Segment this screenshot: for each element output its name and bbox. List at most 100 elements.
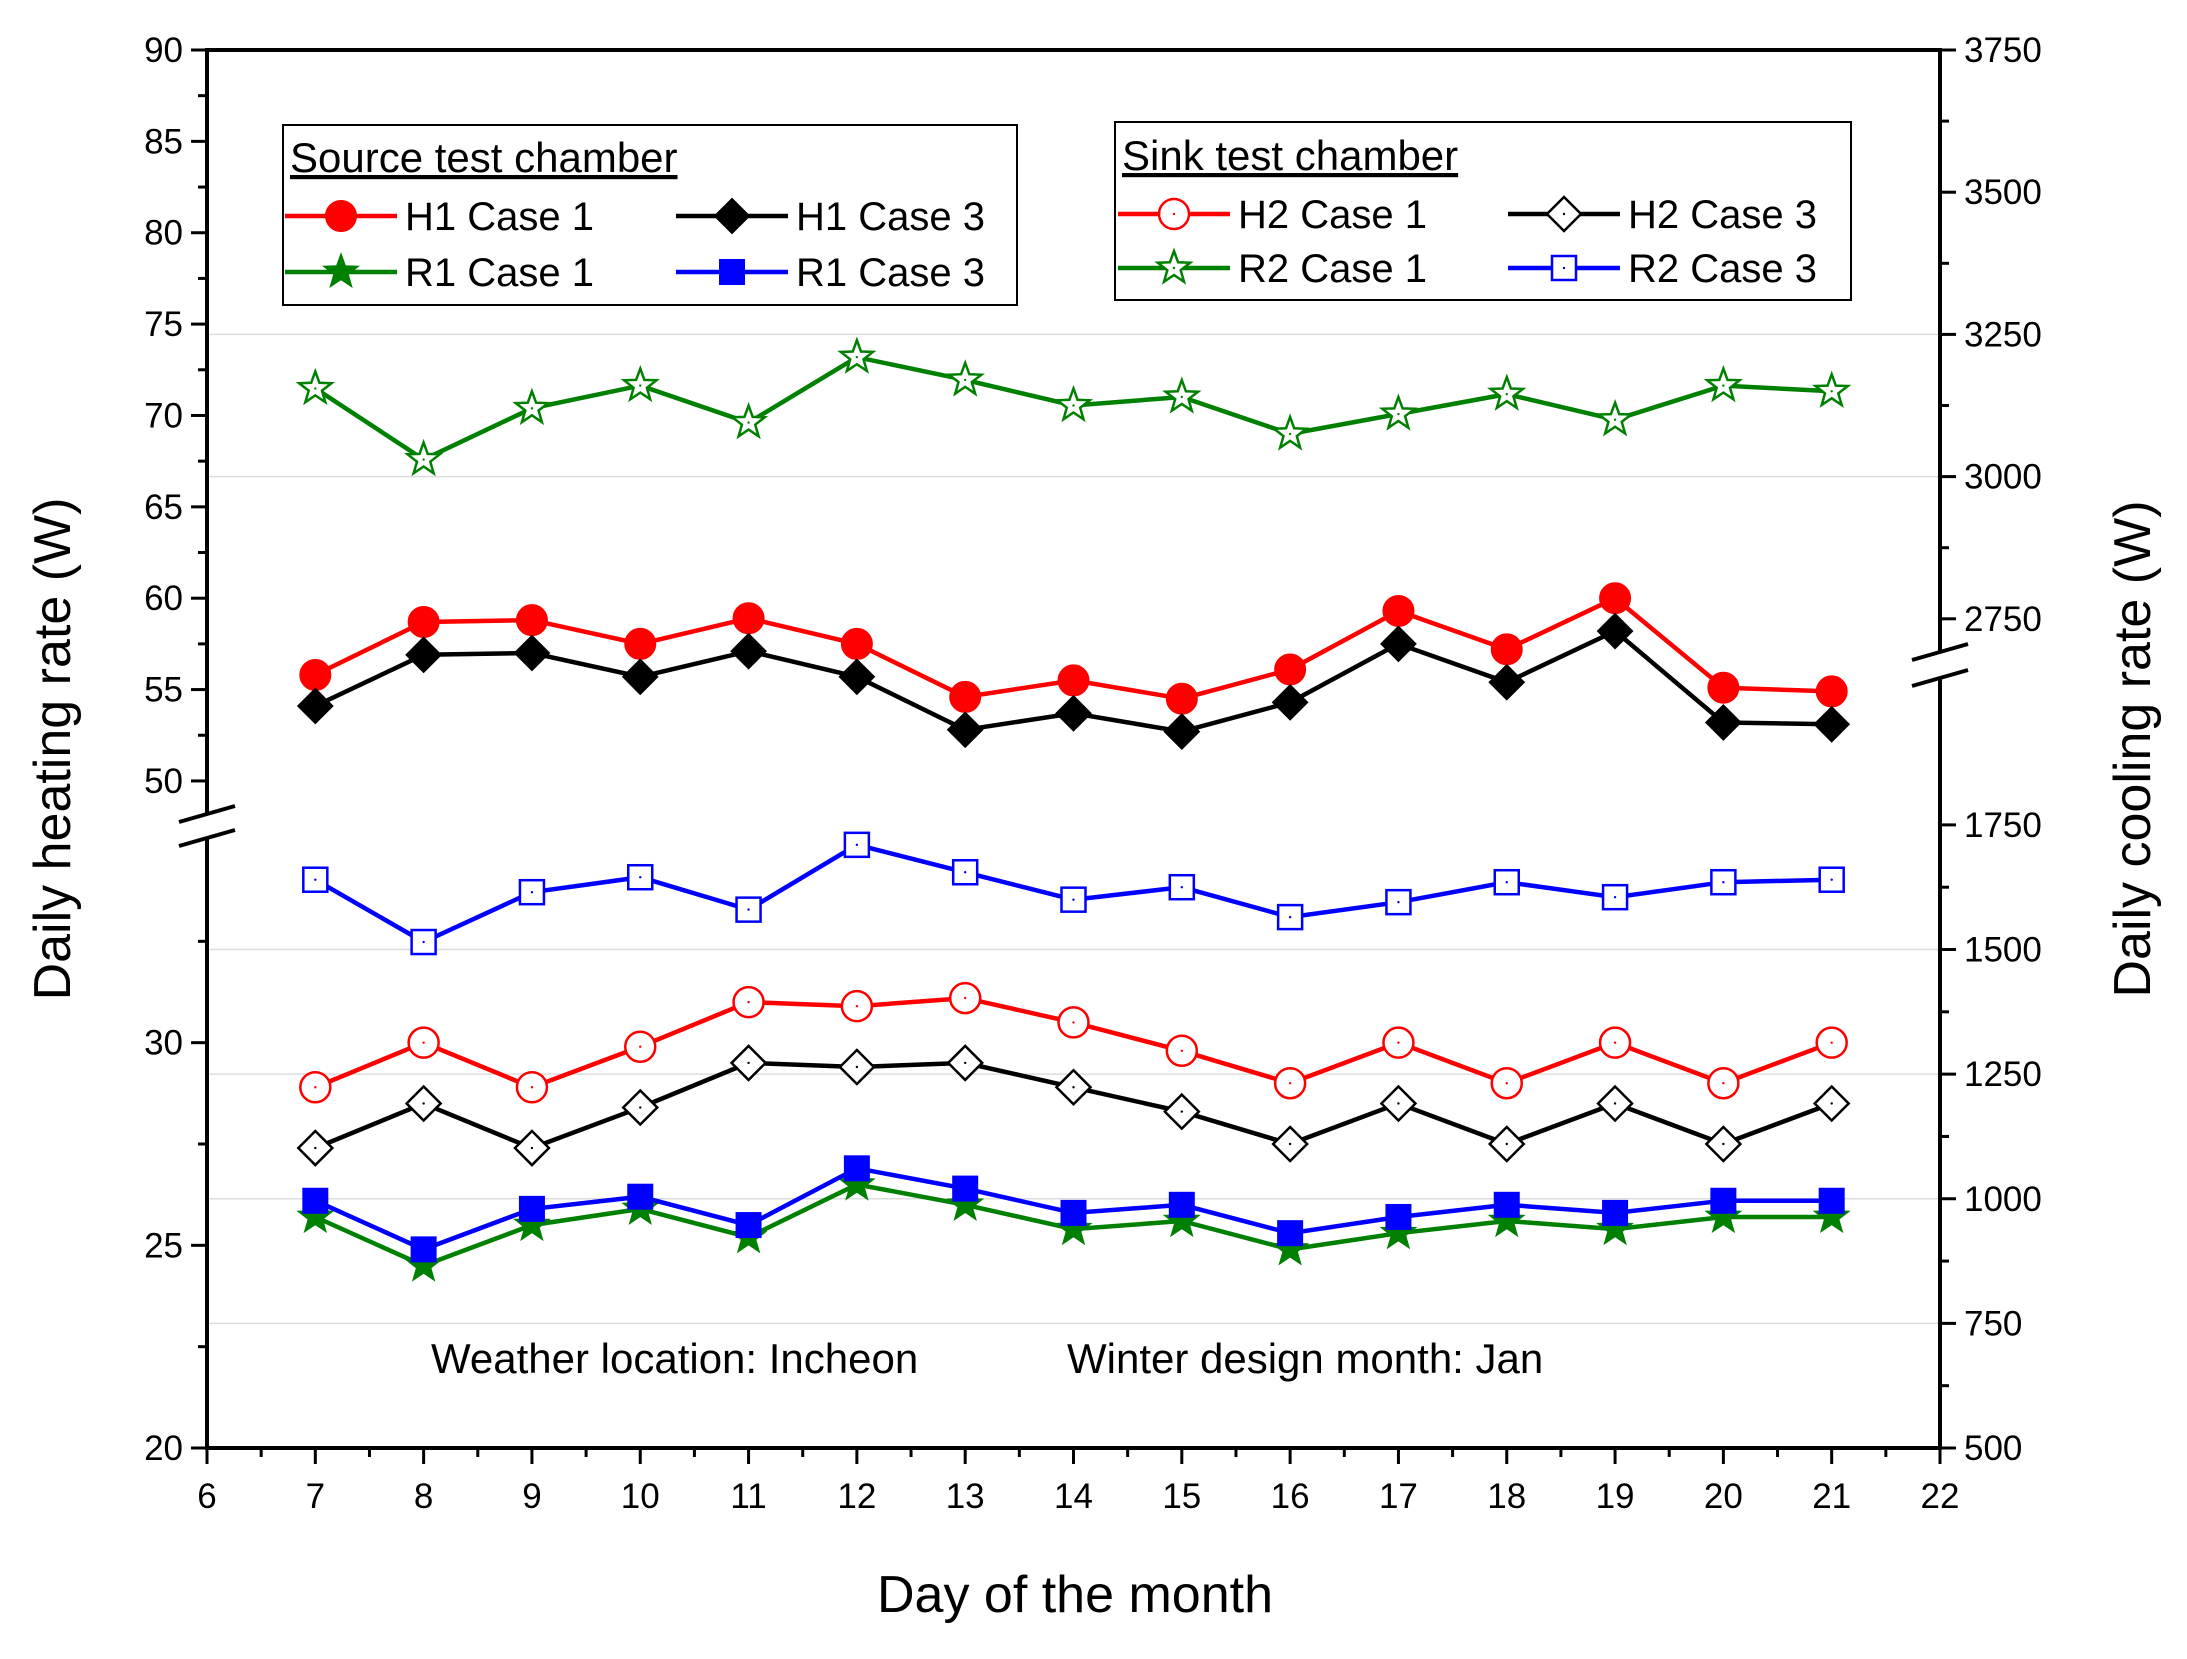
legend-marker-h1-case-1: [325, 200, 357, 232]
point-h1-case-3-day-17: [1380, 625, 1417, 663]
point-r2-case-1-day-9: [512, 387, 552, 426]
point-r2-case-3-day-7-dot: [314, 878, 317, 881]
point-h2-case-1-day-12-dot: [855, 1004, 859, 1008]
point-r2-case-1-day-7-dot: [314, 387, 317, 390]
point-h2-case-3-day-17-dot: [1397, 1102, 1400, 1105]
point-h2-case-1-day-21-dot: [1830, 1041, 1833, 1044]
point-h2-case-3-day-19-dot: [1613, 1102, 1617, 1105]
legend-sink-box: [1114, 121, 1852, 301]
point-h1-case-1-day-12: [840, 627, 873, 660]
right-tick-label-2750: 2750: [1964, 600, 2042, 639]
x-axis-title: Day of the month: [877, 1566, 1273, 1624]
legend-marker-r2-case-3-dot: [1562, 266, 1566, 270]
right-tick-label-1000: 1000: [1964, 1180, 2042, 1219]
series-layer: [295, 336, 1852, 1282]
point-h2-case-3-day-16-dot: [1288, 1142, 1292, 1146]
left-tick-label-85: 85: [144, 122, 183, 161]
left-tick-label-80: 80: [144, 214, 183, 253]
legend-sink: Sink test chamber H2 Case 1 H2 Case 3 R2…: [1114, 121, 1852, 301]
point-r2-case-3-day-18-dot: [1505, 881, 1508, 884]
left-break-slash-bottom: [178, 828, 236, 848]
right-tick-label-750: 750: [1964, 1304, 2022, 1343]
legend-marker-r2-case-1-dot: [1172, 266, 1176, 270]
point-r1-case-3-day-13: [952, 1175, 979, 1202]
annotation-location: Weather location: Incheon: [431, 1335, 918, 1382]
legend-source-entry-2: R1 Case 1: [405, 251, 594, 295]
point-h1-case-1-day-18: [1490, 633, 1523, 666]
point-h2-case-1-day-18-dot: [1505, 1082, 1508, 1085]
legend-sink-entry-3: R2 Case 3: [1628, 247, 1817, 291]
point-h2-case-3-day-14-dot: [1072, 1086, 1075, 1089]
point-r2-case-1-day-10-dot: [639, 384, 642, 387]
right-axis-title: Daily cooling rate (W): [2104, 500, 2162, 997]
point-h1-case-1-day-19: [1599, 582, 1632, 615]
point-h1-case-3-day-9: [513, 634, 551, 672]
right-tick-label-3750: 3750: [1964, 31, 2042, 70]
point-h2-case-1-day-16-dot: [1288, 1082, 1292, 1085]
point-r2-case-3-day-9-dot: [530, 890, 534, 894]
point-h1-case-3-day-13: [946, 711, 984, 749]
point-r2-case-3-day-21: [1818, 866, 1845, 893]
x-tick-label-21: 21: [1812, 1477, 1851, 1516]
left-tick-label-60: 60: [144, 579, 183, 618]
point-h1-case-1-day-9: [515, 604, 548, 637]
point-r1-case-3-day-14: [1060, 1199, 1087, 1226]
point-h1-case-3-day-12: [838, 658, 876, 696]
point-r2-case-3-day-11-dot: [747, 908, 750, 911]
point-h1-case-3-day-21: [1813, 705, 1851, 743]
point-h1-case-1-day-8: [407, 605, 440, 638]
x-tick-label-10: 10: [621, 1477, 660, 1516]
point-r2-case-1-day-21-dot: [1830, 390, 1833, 393]
point-r2-case-1-day-18: [1487, 373, 1527, 411]
point-h2-case-3-day-7-dot: [314, 1146, 317, 1150]
legend-sink-title: Sink test chamber: [1122, 132, 1458, 179]
point-r2-case-1-day-16: [1270, 413, 1310, 451]
point-h2-case-1-day-9-dot: [530, 1086, 534, 1089]
point-h1-case-3-day-15: [1163, 713, 1201, 751]
point-h1-case-1-day-13: [949, 680, 982, 713]
legend-source-box: [282, 124, 1018, 306]
point-r1-case-3-day-15: [1168, 1191, 1195, 1218]
point-h2-case-1-day-17-dot: [1397, 1041, 1400, 1044]
point-h2-case-1-day-13-dot: [963, 996, 967, 1000]
legend-marker-h2-case-3-dot: [1562, 212, 1566, 216]
series-r1-case-3: [302, 1155, 1845, 1263]
point-h2-case-3-day-13-dot: [963, 1061, 967, 1065]
point-r1-case-3-day-7: [302, 1187, 329, 1214]
left-tick-label-20: 20: [144, 1429, 183, 1468]
point-r2-case-1-day-8: [404, 438, 444, 477]
point-r2-case-1-day-21: [1812, 370, 1852, 408]
point-r1-case-3-day-9: [518, 1195, 545, 1222]
x-tick-label-11: 11: [730, 1477, 766, 1516]
x-tick-label-6: 6: [197, 1477, 216, 1516]
point-h1-case-1-day-21: [1815, 675, 1848, 708]
x-tick-label-12: 12: [837, 1477, 876, 1516]
legend-sink-entry-1: H2 Case 3: [1628, 193, 1817, 237]
point-r1-case-3-day-17: [1385, 1203, 1412, 1230]
point-r2-case-1-day-18-dot: [1505, 392, 1508, 396]
point-h2-case-3-day-8-dot: [422, 1102, 425, 1105]
x-tick-label-22: 22: [1921, 1477, 1960, 1516]
point-r2-case-1-day-12-dot: [855, 355, 859, 359]
point-r2-case-1-day-13: [945, 359, 985, 397]
point-r2-case-1-day-7: [295, 367, 335, 406]
x-tick-label-9: 9: [522, 1477, 541, 1516]
point-r2-case-3-day-7: [302, 866, 329, 893]
x-tick-label-19: 19: [1596, 1477, 1635, 1516]
point-h1-case-3-day-10: [621, 658, 659, 696]
left-tick-label-70: 70: [144, 396, 183, 435]
point-r2-case-3-day-17-dot: [1397, 900, 1400, 904]
point-h1-case-1-day-16: [1274, 653, 1307, 686]
point-h1-case-1-day-11: [732, 602, 765, 635]
series-r2-case-3: [302, 831, 1845, 956]
point-r2-case-1-day-14: [1053, 384, 1094, 423]
point-r2-case-1-day-17: [1378, 393, 1419, 431]
point-r2-case-1-day-19: [1595, 399, 1635, 437]
point-r2-case-3-day-12: [843, 831, 871, 859]
point-r1-case-3-day-20: [1710, 1187, 1737, 1214]
x-tick-label-7: 7: [306, 1477, 325, 1516]
x-tick-label-13: 13: [946, 1477, 985, 1516]
point-h1-case-3-day-18: [1488, 663, 1526, 701]
series-h1-case-1: [299, 582, 1848, 715]
right-tick-label-1250: 1250: [1964, 1055, 2042, 1094]
